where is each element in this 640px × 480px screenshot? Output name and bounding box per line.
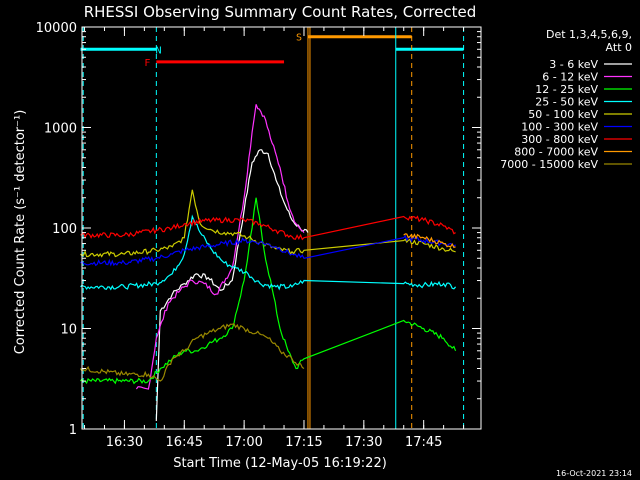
- legend-label: 300 - 800 keV: [521, 133, 598, 146]
- legend-label: 100 - 300 keV: [521, 121, 598, 134]
- x-tick-label: 16:30: [106, 435, 143, 450]
- series-line: [80, 214, 457, 291]
- plot-frame: [81, 26, 482, 430]
- x-axis-label: Start Time (12-May-05 16:19:22): [173, 456, 387, 471]
- legend-label: 50 - 100 keV: [528, 108, 598, 121]
- chart-title: RHESSI Observing Summary Count Rates, Co…: [84, 3, 477, 21]
- y-tick-label: 10000: [36, 21, 77, 36]
- y-tick-label: 1: [69, 423, 77, 438]
- legend-title-line2: Att 0: [606, 41, 632, 54]
- x-tick-label: 16:45: [166, 435, 203, 450]
- y-tick-label: 10: [60, 323, 77, 338]
- band-label: S: [296, 33, 302, 44]
- legend-label: 6 - 12 keV: [542, 71, 598, 84]
- legend-label: 800 - 7000 keV: [514, 146, 598, 159]
- series-line: [79, 322, 305, 382]
- band-label: N: [156, 45, 162, 56]
- series-lines: [79, 104, 457, 422]
- legend-title-line1: Det 1,3,4,5,6,9,: [546, 28, 632, 41]
- legend-label: 3 - 6 keV: [549, 58, 598, 71]
- vertical-markers: [82, 27, 465, 429]
- attenuator-bands: NF S: [80, 33, 464, 69]
- y-axis-label: Corrected Count Rate (s⁻¹ detector⁻¹): [13, 110, 28, 355]
- legend-label: 12 - 25 keV: [535, 83, 598, 96]
- legend-label: 7000 - 15000 keV: [500, 158, 598, 171]
- x-tick-label: 17:30: [345, 435, 382, 450]
- series-line: [80, 215, 456, 241]
- band-label: F: [144, 58, 150, 69]
- y-tick-label: 100: [52, 222, 77, 237]
- series-line: [403, 233, 456, 249]
- series-line: [80, 197, 457, 385]
- timestamp: 16-Oct-2021 23:14: [556, 469, 632, 478]
- legend-label: 25 - 50 keV: [535, 96, 598, 109]
- y-tick-label: 1000: [44, 122, 77, 137]
- series-line: [80, 189, 456, 258]
- axes: 1 10 100 1000 10000 16:30 16:45 17:00 17:15 17:30…: [36, 21, 482, 450]
- series-line: [135, 104, 305, 390]
- x-tick-label: 17:45: [405, 435, 442, 450]
- x-tick-label: 17:15: [285, 435, 322, 450]
- x-tick-label: 17:00: [225, 435, 262, 450]
